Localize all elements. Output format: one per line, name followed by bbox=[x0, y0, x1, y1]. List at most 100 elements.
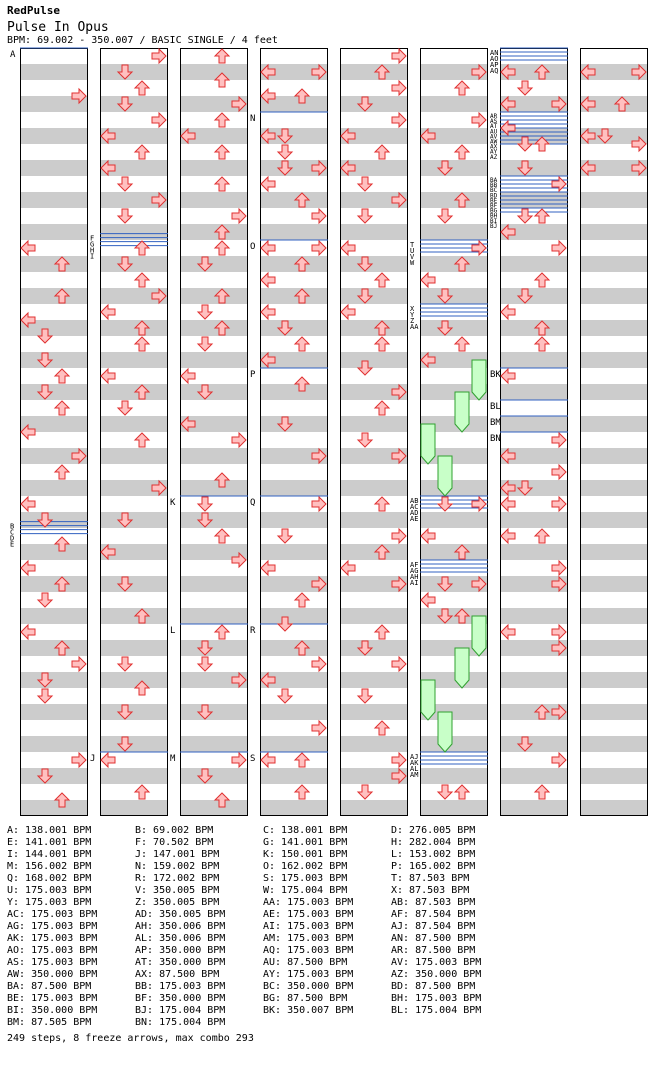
left-arrow-icon bbox=[580, 63, 596, 81]
left-arrow-icon bbox=[500, 63, 516, 81]
beat-stripe bbox=[580, 704, 648, 720]
beat-stripe bbox=[420, 64, 488, 80]
beat-stripe bbox=[20, 672, 88, 688]
beat-stripe bbox=[180, 704, 248, 720]
beat-stripe bbox=[500, 288, 568, 304]
beat-stripe bbox=[500, 640, 568, 656]
bpm-legend-entry: AT: 350.000 BPM bbox=[135, 957, 226, 968]
left-arrow-icon bbox=[420, 127, 436, 145]
up-arrow-icon bbox=[453, 144, 471, 160]
right-arrow-icon bbox=[391, 655, 407, 673]
down-arrow-icon bbox=[36, 328, 54, 344]
up-arrow-icon bbox=[293, 256, 311, 272]
bpm-legend-entry: L: 153.002 BPM bbox=[391, 849, 476, 860]
beat-stripe bbox=[260, 448, 328, 464]
bpm-legend-entry: BA: 87.500 BPM bbox=[7, 981, 92, 992]
bpm-legend-entry: I: 144.001 BPM bbox=[7, 849, 92, 860]
bpm-marker-label: BM bbox=[490, 418, 501, 428]
beat-stripe bbox=[100, 704, 168, 720]
beat-stripe bbox=[260, 416, 328, 432]
beat-stripe bbox=[260, 384, 328, 400]
down-arrow-icon bbox=[356, 432, 374, 448]
up-arrow-icon bbox=[373, 336, 391, 352]
right-arrow-icon bbox=[71, 655, 87, 673]
up-arrow-icon bbox=[133, 608, 151, 624]
beat-stripe bbox=[260, 640, 328, 656]
bpm-marker-label: D bbox=[10, 535, 14, 543]
left-arrow-icon bbox=[340, 303, 356, 321]
beat-stripe bbox=[340, 416, 408, 432]
down-arrow-icon bbox=[116, 512, 134, 528]
bpm-marker-label: S bbox=[250, 754, 255, 764]
column-border bbox=[100, 48, 168, 816]
beat-stripe bbox=[340, 704, 408, 720]
left-arrow-icon bbox=[500, 303, 516, 321]
down-arrow-icon bbox=[356, 208, 374, 224]
beat-stripe bbox=[100, 256, 168, 272]
beat-stripe bbox=[260, 64, 328, 80]
beat-stripe bbox=[580, 416, 648, 432]
beat-stripe bbox=[100, 608, 168, 624]
left-arrow-icon bbox=[500, 527, 516, 545]
beat-stripe bbox=[580, 800, 648, 816]
right-arrow-icon bbox=[311, 447, 327, 465]
up-arrow-icon bbox=[373, 320, 391, 336]
left-arrow-icon bbox=[500, 623, 516, 641]
beat-stripe bbox=[260, 672, 328, 688]
bpm-marker-label: BK bbox=[490, 370, 501, 380]
up-arrow-icon bbox=[213, 240, 231, 256]
beat-stripe bbox=[420, 96, 488, 112]
bpm-marker-label: AH bbox=[410, 573, 418, 581]
right-arrow-icon bbox=[311, 207, 327, 225]
up-arrow-icon bbox=[133, 144, 151, 160]
up-arrow-icon bbox=[293, 640, 311, 656]
bpm-legend-entry: BM: 87.505 BPM bbox=[7, 1017, 92, 1028]
beat-stripe bbox=[500, 352, 568, 368]
bpm-marker-label: BN bbox=[490, 434, 501, 444]
beat-stripe bbox=[180, 352, 248, 368]
beat-stripe bbox=[100, 64, 168, 80]
up-arrow-icon bbox=[53, 256, 71, 272]
up-arrow-icon bbox=[533, 528, 551, 544]
bpm-legend-entry: AJ: 87.504 BPM bbox=[391, 921, 476, 932]
bpm-marker-label: AJ bbox=[410, 753, 418, 761]
down-arrow-icon bbox=[436, 496, 454, 512]
bpm-legend-row: AW: 350.000 BPM AX: 87.500 BPM AY: 175.003… bbox=[7, 969, 647, 981]
bpm-legend-entry: AX: 87.500 BPM bbox=[135, 969, 220, 980]
left-arrow-icon bbox=[180, 415, 196, 433]
beat-stripe bbox=[420, 320, 488, 336]
up-arrow-icon bbox=[453, 336, 471, 352]
right-arrow-icon bbox=[471, 239, 487, 257]
up-arrow-icon bbox=[213, 144, 231, 160]
beat-stripe bbox=[500, 800, 568, 816]
beat-stripe bbox=[20, 608, 88, 624]
bpm-legend-row: BA: 87.500 BPM BB: 175.003 BPM BC: 350.000… bbox=[7, 981, 647, 993]
bpm-legend-entry: U: 175.003 BPM bbox=[7, 885, 92, 896]
beat-stripe bbox=[20, 224, 88, 240]
down-arrow-icon bbox=[116, 400, 134, 416]
beat-stripe bbox=[180, 64, 248, 80]
beat-stripe bbox=[20, 256, 88, 272]
left-arrow-icon bbox=[500, 367, 516, 385]
down-arrow-icon bbox=[356, 256, 374, 272]
right-arrow-icon bbox=[551, 703, 567, 721]
bpm-marker-label: X bbox=[410, 305, 415, 313]
beat-stripe bbox=[100, 800, 168, 816]
down-arrow-icon bbox=[36, 384, 54, 400]
bpm-legend-entry: AY: 175.003 BPM bbox=[263, 969, 354, 980]
bpm-marker-label: BB bbox=[490, 182, 498, 189]
left-arrow-icon bbox=[260, 175, 276, 193]
beat-stripe bbox=[420, 512, 488, 528]
bpm-marker-label: AG bbox=[410, 567, 418, 575]
beat-stripe bbox=[580, 352, 648, 368]
bpm-marker-label: AP bbox=[490, 61, 498, 69]
beat-stripe bbox=[180, 96, 248, 112]
bpm-legend-entry: BG: 87.500 BPM bbox=[263, 993, 348, 1004]
down-arrow-icon bbox=[36, 512, 54, 528]
beat-stripe bbox=[500, 576, 568, 592]
bpm-marker-label: AW bbox=[490, 139, 498, 146]
beat-stripe bbox=[20, 64, 88, 80]
up-arrow-icon bbox=[133, 320, 151, 336]
freeze-arrow bbox=[420, 423, 436, 465]
bpm-legend-entry: BD: 87.500 BPM bbox=[391, 981, 476, 992]
